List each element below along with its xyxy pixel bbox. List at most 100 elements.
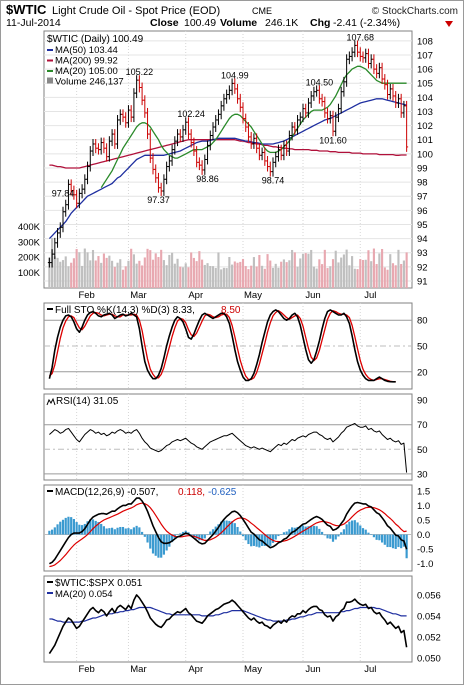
macd-histogram-bar — [94, 520, 97, 535]
macd-histogram-bar — [102, 526, 105, 535]
macd-histogram-bar — [121, 526, 125, 535]
macd-histogram-bar — [78, 524, 81, 535]
macd-histogram-bar — [375, 534, 378, 540]
macd-histogram-bar — [149, 534, 152, 549]
macd-histogram-bar — [378, 534, 381, 541]
volume-bar — [315, 268, 318, 288]
macd-histogram-bar — [64, 517, 67, 535]
price-tick-label: 107 — [417, 51, 433, 62]
close-value: 100.49 — [184, 17, 216, 29]
macd-histogram-bar — [135, 525, 138, 535]
volume-bar — [370, 261, 373, 288]
volume-tick-label: 200K — [18, 253, 41, 264]
macd-layer — [48, 497, 408, 568]
volume-bar — [244, 266, 247, 288]
price-annotation: 105.22 — [126, 67, 154, 77]
volume-bar — [310, 249, 313, 288]
macd-histogram-bar — [296, 526, 299, 535]
volume-bar — [282, 259, 285, 288]
volume-bar — [233, 261, 236, 288]
x-axis-labels: Feb Feb Mar Mar Apr Apr May May Jun Jun Jul Jul — [78, 290, 376, 675]
macd-histogram-bar — [280, 534, 283, 536]
macd-histogram-bar — [291, 527, 294, 535]
volume-bar — [154, 253, 157, 288]
volume-bar — [102, 253, 105, 288]
volume-bar — [353, 268, 356, 288]
volume-bar — [75, 249, 78, 288]
macd-histogram-bar — [342, 529, 345, 535]
macd-histogram-bar — [299, 526, 302, 535]
ratio-line — [48, 594, 408, 655]
volume-bar — [203, 264, 206, 288]
macd-histogram-bar — [310, 525, 313, 535]
macd-histogram-bar — [59, 521, 62, 535]
macd-histogram-bar — [312, 525, 315, 535]
x-month-label-bottom: Feb — [78, 664, 94, 675]
ratio-panel — [43, 575, 413, 663]
volume-bar — [231, 264, 234, 288]
macd-histogram-bar — [266, 534, 269, 546]
macd-histogram-bar — [89, 519, 92, 535]
sto-tick-label: 50 — [417, 342, 428, 353]
macd-histogram-bar — [181, 531, 185, 535]
volume-bar — [130, 248, 133, 288]
volume-bar — [236, 262, 239, 288]
volume-bar — [173, 263, 176, 288]
volume-bar — [89, 260, 92, 288]
rsi-panel — [43, 393, 413, 481]
macd-histogram-bar — [274, 534, 277, 540]
price-annotation: 97.37 — [147, 195, 170, 205]
macd-histogram-bar — [370, 534, 373, 535]
macd-histogram-bar — [321, 531, 324, 535]
volume-bar — [334, 250, 337, 288]
macd-histogram-bar — [179, 533, 182, 535]
volume-bar — [121, 269, 125, 288]
price-tick-label: 108 — [417, 36, 433, 47]
price-tick-label: 99 — [417, 163, 428, 174]
volume-bar — [304, 253, 307, 288]
price-legend-entry: MA(50) 103.44 — [55, 45, 118, 56]
ratio-tick-label: 0.050 — [417, 653, 441, 664]
volume-bar — [247, 269, 250, 288]
macd-histogram-bar — [146, 534, 149, 543]
x-month-label: Feb — [78, 290, 94, 301]
macd-histogram-bar — [141, 531, 144, 535]
ratio-tick-label: 0.056 — [417, 590, 441, 601]
volume-bar — [138, 260, 141, 288]
macd-signal-line — [49, 502, 407, 568]
macd-histogram-bar — [263, 534, 266, 546]
price-title: $WTIC (Daily) 100.49 — [47, 34, 144, 45]
volume-bar — [394, 265, 397, 288]
macd-histogram-bar — [220, 521, 223, 535]
volume-bar — [78, 252, 81, 288]
volume-bar — [280, 261, 283, 288]
price-tick-label: 106 — [417, 65, 433, 76]
macd-histogram-bar — [236, 526, 239, 535]
volume-tick-label: 400K — [18, 222, 41, 233]
volume-bar — [271, 267, 275, 288]
macd-histogram-bar — [315, 526, 318, 535]
volume-bar — [97, 256, 100, 288]
volume-bar — [100, 262, 103, 288]
volume-bar — [225, 268, 228, 288]
volume-bar — [162, 260, 165, 288]
volume-bar — [146, 248, 149, 288]
rsi-tick-label: 50 — [417, 445, 428, 456]
volume-bar — [342, 254, 345, 288]
macd-tick-label: 1.5 — [417, 486, 430, 497]
macd-histogram-bar — [239, 531, 242, 535]
macd-histogram-bar — [157, 534, 160, 558]
volume-bar — [179, 266, 182, 288]
ma50-line — [48, 98, 407, 240]
volume-bar — [143, 257, 146, 288]
volume-bar — [285, 262, 288, 288]
macd-histogram-bar — [389, 534, 392, 548]
volume-bar — [291, 249, 294, 288]
volume-bar — [296, 266, 299, 288]
volume-bar — [277, 267, 280, 288]
macd-histogram-bar — [258, 534, 261, 548]
macd-histogram-bar — [176, 534, 179, 536]
volume-bar — [108, 255, 111, 288]
